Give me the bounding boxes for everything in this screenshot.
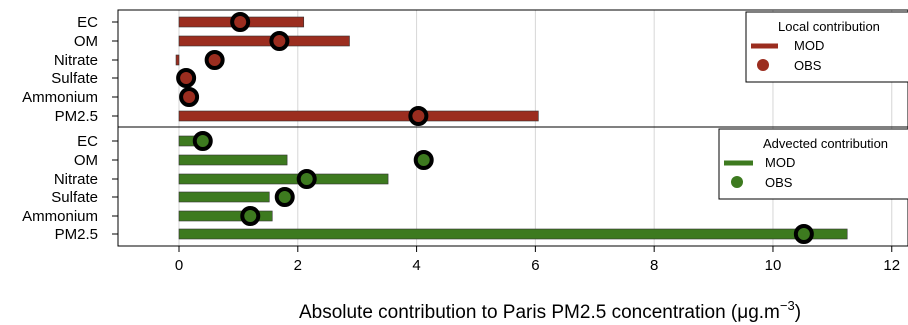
- mod-bar-pm2.5: [178, 110, 539, 122]
- x-tick-label-0: 0: [175, 257, 183, 274]
- category-label-sulfate: Sulfate: [51, 189, 98, 206]
- category-label-ec: EC: [77, 133, 98, 150]
- obs-point-ec: [230, 12, 251, 32]
- obs-point-ammonium: [179, 87, 200, 107]
- x-axis: 0 2 4 6 8 10 12: [175, 246, 900, 274]
- legend-title: Advected contribution: [763, 136, 888, 151]
- obs-point-nitrate: [296, 169, 317, 189]
- x-tick-label-8: 8: [650, 257, 658, 274]
- obs-point-ec: [192, 131, 213, 151]
- legend-advected: Advected contribution MOD OBS: [718, 128, 908, 200]
- category-label-nitrate: Nitrate: [54, 52, 98, 69]
- category-label-om: OM: [74, 33, 98, 50]
- category-label-ammonium: Ammonium: [22, 89, 98, 106]
- obs-point-nitrate: [204, 50, 225, 70]
- x-tick-label-2: 2: [294, 257, 302, 274]
- obs-point-sulfate: [274, 187, 295, 207]
- mod-bar-pm2.5: [178, 228, 848, 240]
- legend-obs-swatch: [757, 59, 769, 71]
- category-label-pm2.5: PM2.5: [55, 108, 98, 125]
- mod-bar-nitrate: [178, 173, 389, 185]
- legend-obs-label: OBS: [794, 58, 822, 73]
- mod-bar-om: [178, 154, 288, 166]
- legend-obs-label: OBS: [765, 175, 793, 190]
- category-label-nitrate: Nitrate: [54, 171, 98, 188]
- x-tick-label-10: 10: [765, 257, 782, 274]
- x-tick-label-6: 6: [531, 257, 539, 274]
- mod-bar-ammonium: [178, 210, 273, 222]
- obs-point-pm2.5: [793, 224, 814, 244]
- mod-bar-sulfate: [178, 191, 270, 203]
- x-axis-label: Absolute contribution to Paris PM2.5 con…: [299, 298, 801, 323]
- legend-box: [745, 11, 908, 83]
- obs-point-sulfate: [176, 68, 197, 88]
- category-label-ec: EC: [77, 14, 98, 31]
- category-label-sulfate: Sulfate: [51, 70, 98, 87]
- x-tick-label-4: 4: [412, 257, 420, 274]
- obs-point-pm2.5: [408, 106, 429, 126]
- legend-mod-label: MOD: [765, 155, 795, 170]
- mod-bar-nitrate: [175, 54, 180, 66]
- mod-bar-om: [178, 35, 350, 47]
- x-tick-label-12: 12: [883, 257, 900, 274]
- obs-point-om: [269, 31, 290, 51]
- legend-local: Local contribution MOD OBS: [745, 11, 908, 83]
- legend-obs-swatch: [731, 176, 743, 188]
- category-label-om: OM: [74, 152, 98, 169]
- category-label-pm2.5: PM2.5: [55, 226, 98, 243]
- legend-mod-label: MOD: [794, 38, 824, 53]
- category-label-ammonium: Ammonium: [22, 208, 98, 225]
- obs-point-om: [413, 150, 434, 170]
- legend-title: Local contribution: [778, 19, 880, 34]
- obs-point-ammonium: [240, 206, 261, 226]
- plot-frame: [117, 9, 908, 247]
